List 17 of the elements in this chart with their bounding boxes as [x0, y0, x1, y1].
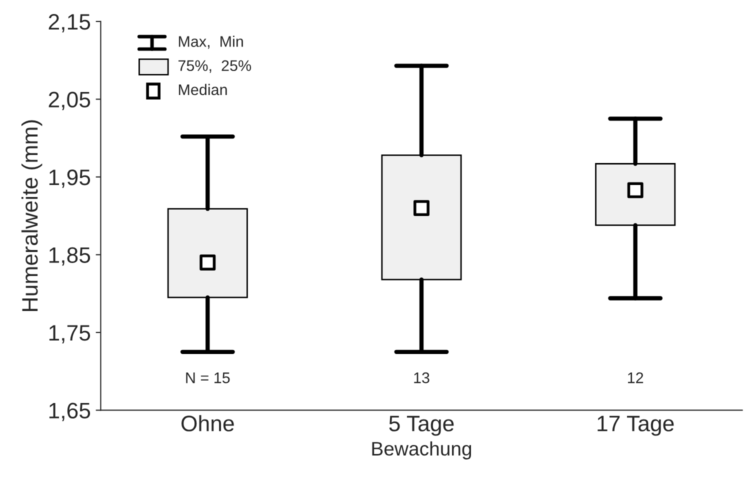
annotation: N = 15	[186, 372, 230, 384]
x-tick-label: 5 Tage	[389, 416, 454, 436]
x-tick-label: Ohne	[182, 415, 234, 432]
annotation: 12	[628, 372, 644, 384]
annotation: 13	[414, 372, 430, 384]
y-tick-label: 1,75	[49, 325, 90, 344]
y-tick-label: 2,15	[48, 14, 90, 32]
annotation: Median	[178, 84, 227, 96]
y-tick-label: 2,05	[48, 92, 90, 110]
y-axis-title: Humeralweite (mm)	[21, 120, 42, 311]
x-tick-label: 17 Tage	[598, 416, 674, 436]
y-tick-label: 1,65	[49, 402, 90, 422]
y-tick-label: 1,85	[49, 247, 90, 266]
annotation: 75%, 25%	[178, 60, 252, 73]
annotation: Max, Min	[178, 36, 243, 49]
y-tick-label: 1,95	[49, 170, 90, 188]
x-axis-title: Bewachung	[372, 441, 472, 460]
